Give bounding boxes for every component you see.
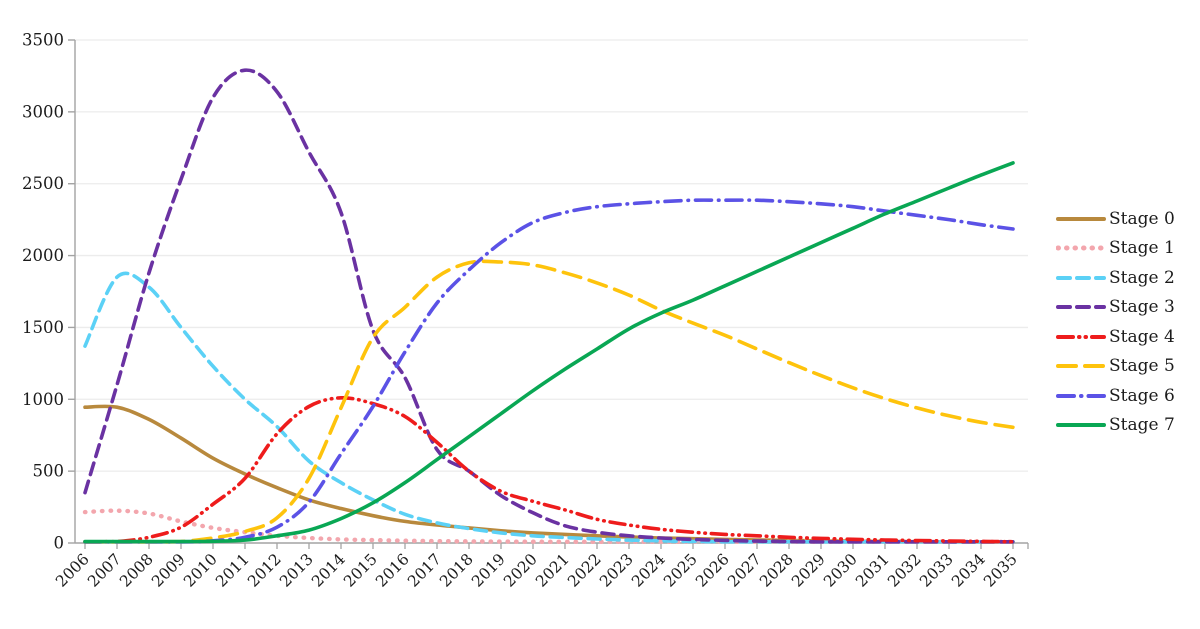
x-tick-label: 2020 [500, 550, 541, 591]
legend-swatch-stage-7 [1056, 423, 1106, 427]
x-tick-label: 2034 [948, 550, 989, 591]
y-tick-label: 0 [54, 534, 65, 553]
x-tick-label: 2025 [660, 550, 701, 591]
x-tick-label: 2019 [468, 550, 509, 591]
x-tick-label: 2014 [308, 550, 349, 591]
legend-item-stage-1: Stage 1 [1056, 238, 1175, 259]
legend-item-stage-4: Stage 4 [1056, 326, 1175, 347]
legend-swatch-stage-2 [1056, 275, 1106, 280]
x-tick-label: 2032 [884, 550, 925, 591]
y-tick-label: 1500 [22, 318, 64, 337]
y-tick-label: 3500 [22, 31, 64, 50]
legend-item-stage-2: Stage 2 [1056, 267, 1175, 288]
legend-item-stage-5: Stage 5 [1056, 356, 1175, 377]
legend-swatch-stage-4 [1056, 334, 1106, 339]
x-tick-label: 2015 [340, 550, 381, 591]
legend-swatch-stage-3 [1056, 305, 1106, 309]
legend-label-stage-7: Stage 7 [1109, 415, 1175, 435]
series-line-stage-3 [83, 68, 1015, 544]
x-tick-label: 2027 [724, 550, 765, 591]
x-tick-label: 2030 [820, 550, 861, 591]
series-line-stage-7 [83, 161, 1015, 544]
x-tick-label: 2024 [628, 550, 669, 591]
x-tick-label: 2029 [788, 550, 829, 591]
legend-item-stage-6: Stage 6 [1056, 385, 1175, 406]
series-line-stage-4 [83, 395, 1015, 544]
legend-label-stage-4: Stage 4 [1109, 326, 1175, 347]
x-tick-label: 2022 [564, 550, 605, 591]
y-tick-label: 1000 [22, 390, 64, 409]
y-axis-ticks: 0 500 1000 1500 2000 2500 3000 3500 [22, 31, 75, 553]
legend-swatch-stage-6 [1056, 393, 1106, 398]
x-tick-label: 2031 [852, 550, 893, 591]
x-tick-label: 2007 [84, 550, 125, 591]
legend-label-stage-3: Stage 3 [1109, 297, 1175, 317]
legend-item-stage-7: Stage 7 [1056, 415, 1175, 436]
x-tick-label: 2016 [372, 550, 413, 591]
legend-swatch-stage-5 [1056, 364, 1106, 368]
y-tick-label: 2000 [22, 246, 64, 265]
x-tick-label: 2033 [916, 550, 957, 591]
x-axis-ticks: 2006200720082009201020112012201320142015… [52, 543, 1029, 591]
legend-label-stage-6: Stage 6 [1109, 385, 1175, 406]
x-tick-label: 2013 [276, 550, 317, 591]
series-line-stage-5 [83, 259, 1015, 544]
y-tick-label: 500 [33, 462, 65, 481]
legend-label-stage-5: Stage 5 [1109, 356, 1175, 376]
x-tick-label: 2018 [436, 550, 477, 591]
series-line-stage-6 [83, 198, 1015, 544]
x-tick-label: 2009 [148, 550, 189, 591]
legend-swatch-stage-1 [1056, 245, 1106, 251]
y-tick-label: 3000 [22, 102, 64, 121]
x-tick-label: 2026 [692, 550, 733, 591]
x-tick-label: 2012 [244, 550, 285, 591]
gridlines [75, 39, 1028, 472]
x-tick-label: 2006 [52, 550, 93, 591]
series-line-stage-2 [83, 271, 1015, 544]
legend-label-stage-1: Stage 1 [1109, 238, 1175, 258]
x-tick-label: 2023 [596, 550, 637, 591]
legend-label-stage-0: Stage 0 [1109, 208, 1175, 229]
x-tick-label: 2010 [180, 550, 221, 591]
legend-item-stage-0: Stage 0 [1056, 208, 1175, 229]
x-tick-label: 2011 [212, 550, 253, 591]
x-tick-label: 2021 [532, 550, 573, 591]
x-tick-label: 2017 [404, 550, 445, 591]
series-lines [82, 68, 1016, 544]
x-tick-label: 2008 [116, 550, 157, 591]
legend-item-stage-3: Stage 3 [1056, 297, 1175, 318]
y-tick-label: 2500 [22, 174, 64, 193]
legend-label-stage-2: Stage 2 [1109, 267, 1175, 288]
chart-legend: Stage 0 Stage 1 Stage 2 Stage 3 Stage 4 Stage… [1056, 208, 1175, 436]
legend-swatch-stage-0 [1056, 216, 1106, 221]
x-tick-label: 2035 [980, 550, 1021, 591]
x-tick-label: 2028 [756, 550, 797, 591]
